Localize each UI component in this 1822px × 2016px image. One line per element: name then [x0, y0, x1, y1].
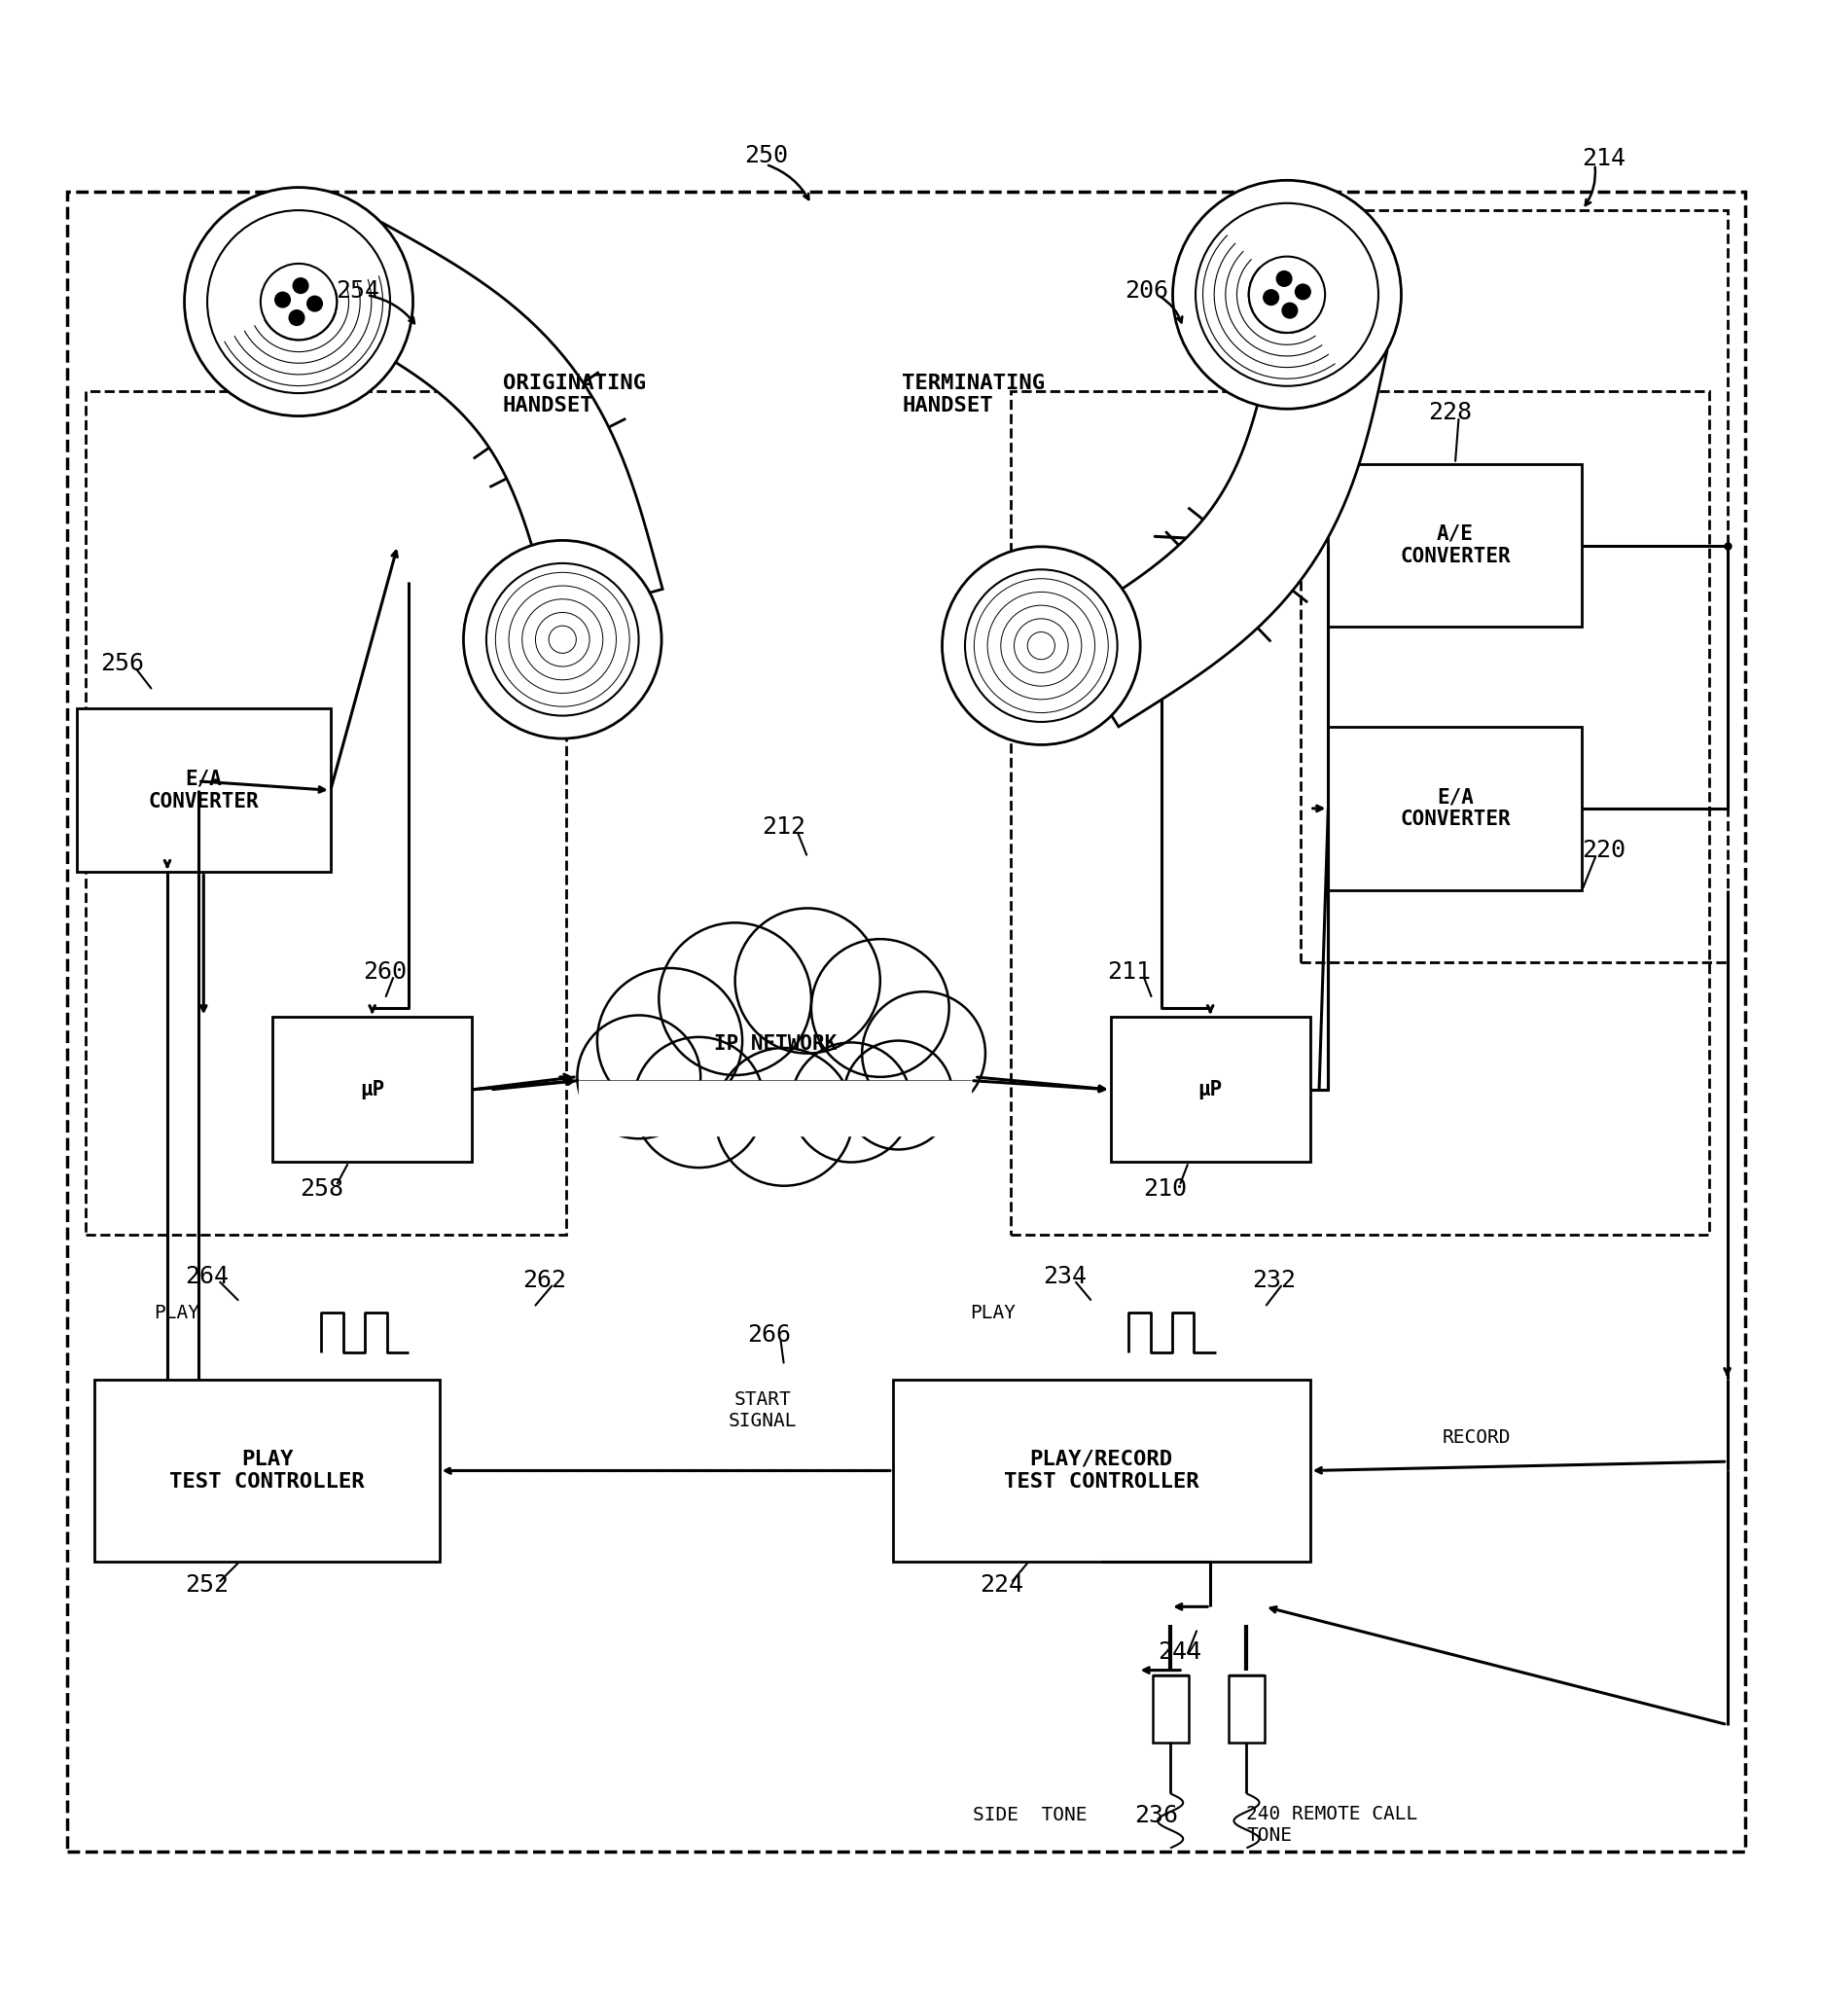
Text: E/A
CONVERTER: E/A CONVERTER — [148, 770, 259, 810]
Text: 258: 258 — [299, 1177, 343, 1202]
Text: PLAY: PLAY — [969, 1304, 1015, 1322]
Text: E/A
CONVERTER: E/A CONVERTER — [1399, 788, 1510, 829]
Text: 220: 220 — [1581, 839, 1625, 861]
Bar — [95, 1379, 439, 1560]
Bar — [1301, 210, 1727, 964]
Text: A/E
CONVERTER: A/E CONVERTER — [1399, 524, 1510, 566]
Text: ORIGINATING
HANDSET: ORIGINATING HANDSET — [503, 373, 647, 415]
Circle shape — [463, 540, 661, 738]
Text: PLAY/RECORD
TEST CONTROLLER: PLAY/RECORD TEST CONTROLLER — [1004, 1450, 1199, 1492]
Text: 244: 244 — [1157, 1641, 1201, 1663]
Text: 228: 228 — [1428, 401, 1472, 425]
Text: 262: 262 — [523, 1268, 567, 1292]
Text: RECORD: RECORD — [1443, 1429, 1510, 1447]
Circle shape — [1248, 256, 1325, 333]
Text: IP NETWORK: IP NETWORK — [714, 1034, 836, 1054]
Circle shape — [578, 1016, 701, 1139]
Circle shape — [1263, 290, 1279, 304]
Polygon shape — [299, 222, 663, 619]
Circle shape — [184, 187, 414, 415]
Circle shape — [660, 923, 811, 1075]
Text: 214: 214 — [1581, 147, 1625, 171]
Text: SIDE  TONE: SIDE TONE — [973, 1806, 1088, 1824]
Text: 212: 212 — [762, 814, 805, 839]
Circle shape — [1277, 270, 1292, 286]
Circle shape — [290, 310, 304, 325]
Text: 264: 264 — [186, 1264, 230, 1288]
Text: 236: 236 — [1133, 1804, 1177, 1826]
Text: 232: 232 — [1252, 1268, 1295, 1292]
Text: START
SIGNAL: START SIGNAL — [729, 1391, 796, 1431]
Circle shape — [862, 992, 986, 1115]
Text: 206: 206 — [1124, 280, 1168, 302]
Text: 254: 254 — [335, 280, 379, 302]
Bar — [1328, 728, 1581, 891]
Bar — [893, 1379, 1310, 1560]
Text: 224: 224 — [980, 1572, 1024, 1597]
Circle shape — [1295, 284, 1310, 300]
Text: 252: 252 — [186, 1572, 230, 1597]
Circle shape — [308, 296, 322, 310]
Text: 240 REMOTE CALL
TONE: 240 REMOTE CALL TONE — [1246, 1804, 1418, 1845]
Circle shape — [261, 264, 337, 341]
Text: PLAY: PLAY — [153, 1304, 199, 1322]
Circle shape — [1283, 302, 1297, 319]
Circle shape — [791, 1042, 911, 1161]
Text: 211: 211 — [1106, 960, 1150, 984]
Text: 260: 260 — [363, 960, 406, 984]
Circle shape — [1173, 179, 1401, 409]
Circle shape — [275, 292, 290, 306]
Circle shape — [598, 968, 742, 1113]
Bar — [1228, 1675, 1264, 1742]
Text: PLAY
TEST CONTROLLER: PLAY TEST CONTROLLER — [169, 1450, 364, 1492]
Text: 256: 256 — [100, 651, 144, 675]
Circle shape — [844, 1040, 953, 1149]
Circle shape — [634, 1036, 763, 1167]
Circle shape — [942, 546, 1141, 744]
Text: 234: 234 — [1044, 1264, 1088, 1288]
Circle shape — [293, 278, 308, 292]
Text: TERMINATING
HANDSET: TERMINATING HANDSET — [902, 373, 1046, 415]
Circle shape — [811, 939, 949, 1077]
Polygon shape — [1057, 294, 1387, 726]
Bar — [1328, 464, 1581, 627]
Text: 266: 266 — [747, 1322, 791, 1347]
Text: μP: μP — [1199, 1081, 1223, 1099]
Bar — [86, 391, 567, 1234]
Bar — [77, 710, 330, 873]
Bar — [273, 1016, 472, 1161]
Text: 210: 210 — [1142, 1177, 1186, 1202]
Text: 250: 250 — [743, 143, 787, 167]
Bar — [1111, 1016, 1310, 1161]
Bar — [1152, 1675, 1188, 1742]
Circle shape — [734, 909, 880, 1052]
Text: μP: μP — [361, 1081, 384, 1099]
Bar — [1011, 391, 1709, 1234]
Circle shape — [714, 1048, 853, 1185]
